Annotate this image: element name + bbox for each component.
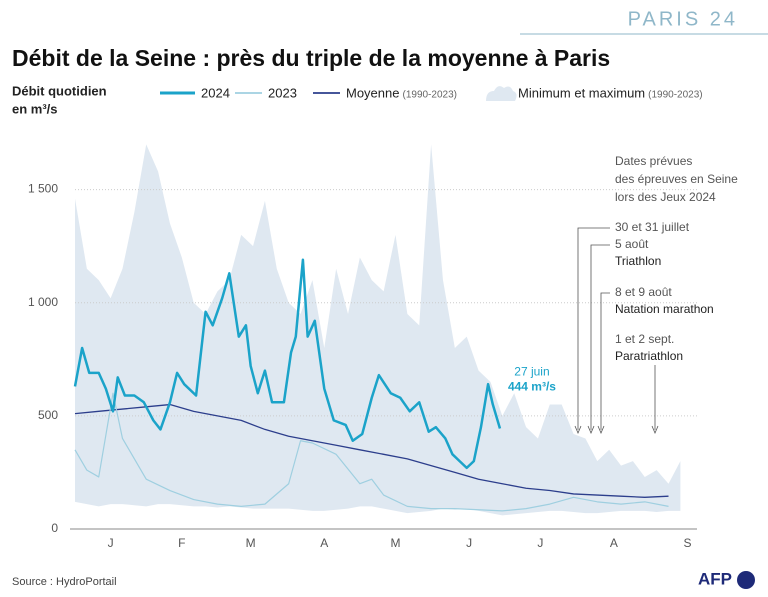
series-line [73,258,502,470]
agency-logo: AFP [698,569,732,588]
series-line [74,392,669,512]
event-arrow [597,425,605,435]
y-label: en m³/s [12,101,58,116]
y-tick-label: 0 [51,521,58,535]
x-tick-label: M [390,536,400,550]
source: Source : HydroPortail [12,576,117,588]
legend-label: 2024 [201,85,230,100]
x-tick-label: A [610,536,618,550]
min-max-area [75,144,681,516]
agency-logo-mark [737,571,755,589]
x-tick-label: J [537,536,543,550]
y-tick-label: 1 500 [28,182,58,196]
x-tick-label: S [683,536,691,550]
x-tick-label: M [246,536,256,550]
event-label: 30 et 31 juillet [615,220,690,234]
y-tick-label: 500 [38,408,58,422]
brand: PARIS 24 [628,8,738,30]
events-title: lors des Jeux 2024 [615,190,716,204]
chart-title: Débit de la Seine : près du triple de la… [12,45,610,71]
event-arrow [574,425,582,435]
series-line [74,403,669,498]
annotation-date: 27 juin [514,365,549,379]
event-arrow [651,425,659,435]
event-leader [600,292,610,430]
event-label: Paratriathlon [615,349,683,363]
legend-period: (1990-2023) [402,90,456,101]
legend-period: (1990-2023) [648,90,702,101]
annotation-value: 444 m³/s [508,380,556,394]
events-title: Dates prévues [615,154,692,168]
legend-label: 2023 [268,85,297,100]
event-label: 1 et 2 sept. [615,332,674,346]
legend-label: Minimum et maximum [518,85,645,100]
event-label: Natation marathon [615,302,714,316]
legend-swatch [486,86,517,101]
events-title: des épreuves en Seine [615,172,738,186]
event-arrow [587,425,595,435]
x-tick-label: A [320,536,328,550]
x-tick-label: F [178,536,185,550]
event-label: 8 et 9 août [615,285,672,299]
x-tick-label: J [466,536,472,550]
y-tick-label: 1 000 [28,295,58,309]
y-label: Débit quotidien [12,83,107,98]
x-tick-label: J [108,536,114,550]
event-label: 5 août [615,237,649,251]
event-leader [590,244,610,430]
event-leader [577,227,610,430]
event-label: Triathlon [615,254,661,268]
legend-label: Moyenne [346,85,399,100]
